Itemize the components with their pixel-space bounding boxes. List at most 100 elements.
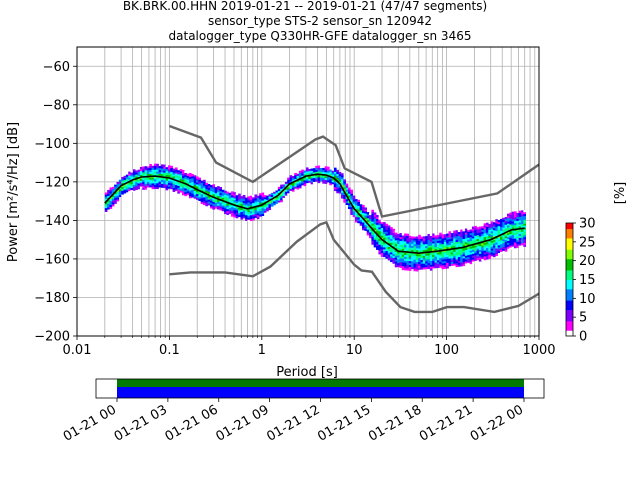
timeline-tick-label: 01-21 09 bbox=[214, 402, 272, 444]
psd-cell bbox=[499, 224, 503, 227]
psd-cell bbox=[453, 236, 456, 239]
psd-cell bbox=[521, 241, 524, 244]
psd-cell bbox=[247, 215, 251, 218]
psd-cell bbox=[497, 245, 501, 248]
psd-cell bbox=[495, 250, 498, 253]
psd-cell bbox=[181, 173, 185, 177]
psd-cell bbox=[495, 248, 498, 251]
psd-cell bbox=[448, 256, 452, 259]
colorbar-segment bbox=[566, 251, 573, 254]
psd-cell bbox=[439, 240, 442, 243]
colorbar-segment bbox=[566, 258, 573, 262]
psd-cell bbox=[226, 199, 230, 202]
psd-cell bbox=[359, 219, 363, 222]
psd-cell bbox=[462, 232, 466, 236]
psd-cell bbox=[392, 240, 396, 243]
psd-cell bbox=[188, 192, 192, 195]
psd-cell bbox=[399, 242, 403, 245]
psd-cell bbox=[200, 199, 204, 203]
colorbar-segment bbox=[566, 241, 573, 245]
psd-cell bbox=[170, 179, 173, 182]
psd-cell bbox=[478, 240, 482, 243]
psd-cell bbox=[411, 266, 414, 270]
psd-cell bbox=[413, 242, 417, 245]
psd-cell bbox=[350, 201, 353, 204]
psd-cell bbox=[441, 238, 445, 241]
psd-cell bbox=[350, 199, 353, 202]
psd-cell bbox=[436, 252, 440, 255]
psd-cell bbox=[364, 224, 368, 228]
psd-cell bbox=[149, 185, 152, 188]
psd-cell bbox=[256, 207, 260, 210]
psd-cell bbox=[502, 237, 505, 240]
psd-cell bbox=[160, 181, 164, 184]
psd-cell bbox=[511, 225, 515, 228]
psd-cell bbox=[406, 239, 410, 242]
psd-cell bbox=[347, 206, 351, 210]
psd-cell bbox=[116, 197, 120, 200]
psd-cell bbox=[401, 254, 405, 257]
psd-cell bbox=[252, 196, 255, 200]
psd-cell bbox=[340, 177, 344, 180]
psd-cell bbox=[462, 254, 466, 257]
psd-cell bbox=[380, 233, 384, 236]
psd-cell bbox=[483, 223, 487, 226]
psd-cell bbox=[196, 195, 199, 198]
timeline-frame bbox=[95, 378, 545, 399]
psd-cell bbox=[305, 180, 309, 184]
psd-cell bbox=[191, 195, 194, 198]
psd-cell bbox=[394, 234, 398, 237]
psd-cell bbox=[518, 235, 522, 238]
colorbar-segment bbox=[566, 324, 573, 327]
psd-cell bbox=[111, 198, 115, 201]
psd-cell bbox=[247, 204, 251, 207]
psd-cell bbox=[455, 264, 459, 268]
psd-cell bbox=[460, 248, 463, 251]
psd-cell bbox=[415, 244, 419, 247]
psd-cell bbox=[514, 230, 517, 233]
psd-cell bbox=[483, 225, 487, 228]
psd-cell bbox=[252, 202, 255, 206]
psd-cell bbox=[371, 209, 375, 213]
psd-cell bbox=[369, 216, 372, 219]
psd-cell bbox=[408, 257, 412, 260]
psd-cell bbox=[315, 171, 318, 174]
psd-cell bbox=[406, 233, 410, 236]
psd-cell bbox=[502, 231, 505, 234]
psd-cell bbox=[439, 242, 442, 245]
colorbar-segment bbox=[566, 224, 573, 228]
psd-cell bbox=[392, 242, 396, 245]
psd-cell bbox=[481, 256, 484, 259]
psd-cell bbox=[242, 212, 246, 215]
psd-cell bbox=[219, 206, 223, 209]
psd-cell bbox=[457, 239, 461, 242]
psd-cell bbox=[497, 233, 501, 236]
psd-cell bbox=[474, 249, 477, 252]
psd-cell bbox=[385, 227, 389, 230]
psd-cell bbox=[170, 185, 173, 188]
psd-cell bbox=[464, 236, 468, 239]
psd-cell bbox=[443, 258, 447, 262]
colorbar-segment bbox=[566, 232, 573, 235]
psd-cell bbox=[443, 243, 447, 246]
psd-cell bbox=[371, 215, 375, 218]
psd-cell bbox=[488, 241, 491, 244]
psd-cell bbox=[385, 235, 389, 238]
psd-cell bbox=[469, 261, 473, 265]
psd-cell bbox=[383, 249, 386, 252]
psd-cell bbox=[188, 196, 192, 199]
psd-cell bbox=[441, 265, 445, 268]
psd-cell bbox=[144, 170, 148, 173]
psd-cell bbox=[390, 242, 393, 245]
psd-cell bbox=[184, 186, 187, 189]
psd-cell bbox=[193, 196, 197, 199]
psd-cell bbox=[523, 233, 527, 236]
y-tick-label: −60 bbox=[43, 60, 70, 75]
psd-cell bbox=[462, 236, 466, 240]
psd-cell bbox=[476, 244, 480, 247]
psd-cell bbox=[385, 254, 389, 257]
psd-cell bbox=[474, 235, 477, 238]
psd-cell bbox=[200, 182, 204, 185]
psd-cell bbox=[523, 231, 527, 234]
psd-cell bbox=[450, 238, 454, 241]
